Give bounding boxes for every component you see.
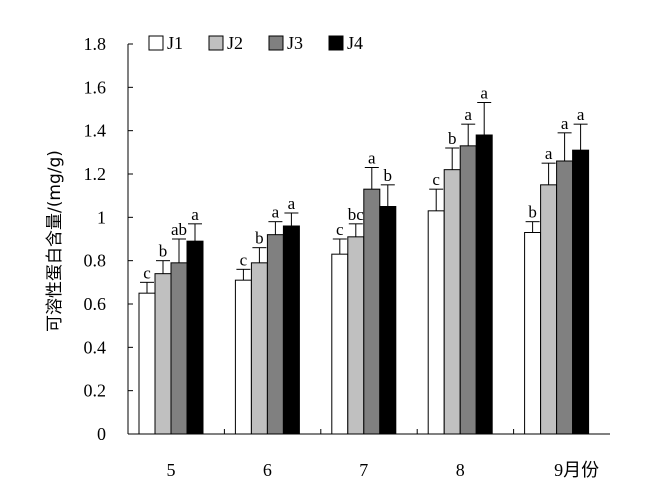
- bar-j1: [234, 279, 252, 435]
- x-tick-label: 5: [167, 460, 176, 480]
- bar-j3: [363, 188, 381, 435]
- bar-j4: [475, 134, 493, 435]
- significance-label: a: [368, 149, 376, 168]
- significance-label: a: [561, 114, 569, 133]
- bar-j2: [250, 262, 268, 435]
- y-tick-label: 0.6: [84, 294, 107, 314]
- significance-label: a: [545, 144, 553, 163]
- bar-j4: [186, 240, 204, 435]
- significance-label: b: [448, 129, 457, 148]
- y-tick-label: 1.8: [84, 34, 107, 54]
- significance-label: b: [159, 242, 168, 261]
- significance-label: a: [480, 84, 488, 103]
- bar-j4: [282, 225, 300, 435]
- y-axis-label: 可溶性蛋白含量/(mg/g): [45, 150, 65, 332]
- legend-swatch-j1: [148, 35, 164, 51]
- bar-j3: [170, 262, 188, 435]
- significance-label: c: [143, 263, 151, 282]
- y-tick-label: 0.8: [84, 251, 107, 271]
- x-tick-label: 9月份: [554, 460, 599, 480]
- bar-j1: [524, 232, 542, 435]
- bar-j1: [427, 210, 445, 435]
- legend: J1 J2 J3 J4: [148, 33, 363, 53]
- y-tick-label: 1: [97, 207, 106, 227]
- legend-swatch-j4: [328, 35, 344, 51]
- y-tick-label: 1.6: [84, 77, 107, 97]
- significance-label: a: [288, 194, 296, 213]
- legend-label: J1: [167, 33, 183, 53]
- bar-j4: [379, 206, 397, 435]
- legend-label: J4: [347, 33, 363, 53]
- bar-j3: [459, 145, 477, 435]
- bar-j3: [556, 160, 574, 435]
- y-tick-label: 1.2: [84, 164, 107, 184]
- significance-label: bc: [348, 205, 365, 224]
- legend-label: J3: [287, 33, 303, 53]
- significance-label: ab: [171, 220, 187, 239]
- significance-label: c: [240, 250, 248, 269]
- significance-label: a: [272, 203, 280, 222]
- bar-j1: [138, 292, 156, 435]
- bar-j2: [154, 273, 172, 435]
- bar-j1: [331, 253, 349, 435]
- significance-label: a: [464, 105, 472, 124]
- significance-label: b: [384, 166, 393, 185]
- bar-j2: [347, 236, 365, 435]
- y-tick-label: 0: [97, 424, 106, 444]
- significance-label: a: [191, 205, 199, 224]
- legend-label: J2: [227, 33, 243, 53]
- significance-label: c: [432, 170, 440, 189]
- x-tick-label: 8: [456, 460, 465, 480]
- significance-label: c: [336, 220, 344, 239]
- significance-label: a: [577, 105, 585, 124]
- significance-label: b: [255, 229, 264, 248]
- x-tick-label: 6: [263, 460, 272, 480]
- bar-j2: [443, 169, 461, 435]
- legend-swatch-j3: [268, 35, 284, 51]
- y-tick-label: 1.4: [84, 121, 107, 141]
- bar-j3: [266, 234, 284, 435]
- bar-j4: [572, 149, 590, 435]
- bar-j2: [540, 184, 558, 435]
- x-tick-label: 7: [359, 460, 368, 480]
- legend-swatch-j2: [208, 35, 224, 51]
- y-tick-label: 0.4: [84, 337, 107, 357]
- y-tick-label: 0.2: [84, 381, 107, 401]
- significance-label: b: [528, 203, 537, 222]
- y-axis-title: 可溶性蛋白含量/(mg/g): [45, 150, 65, 332]
